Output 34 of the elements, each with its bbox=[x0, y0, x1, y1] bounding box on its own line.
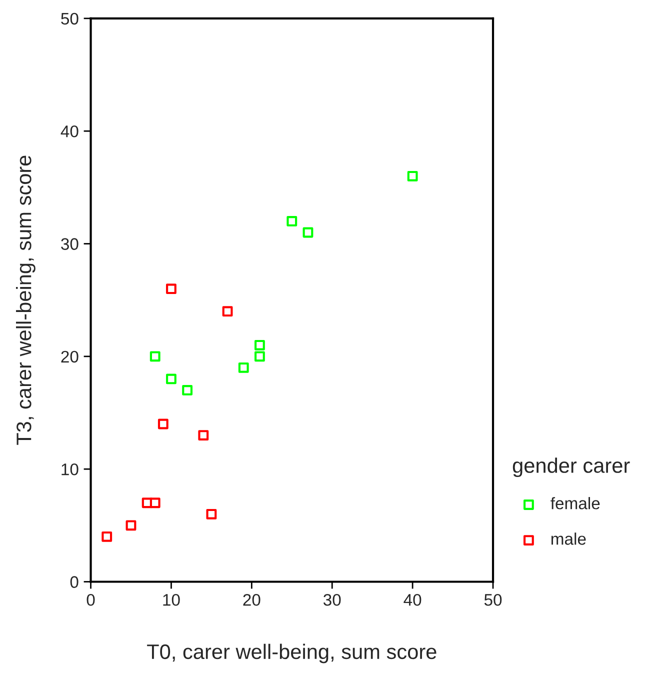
y-tick-label: 40 bbox=[60, 125, 78, 138]
x-tick-label: 40 bbox=[404, 594, 422, 606]
legend-label: female bbox=[550, 497, 600, 510]
y-tick-label: 50 bbox=[61, 12, 78, 25]
y-tick-label: 0 bbox=[70, 576, 78, 588]
x-tick-label: 30 bbox=[323, 594, 341, 606]
point bbox=[238, 362, 249, 373]
point bbox=[254, 340, 265, 350]
point bbox=[150, 498, 160, 508]
x-tick-label: 0 bbox=[86, 594, 95, 606]
point bbox=[407, 170, 418, 182]
y-tick-label: 10 bbox=[62, 463, 78, 476]
point bbox=[158, 418, 168, 430]
y-tick-label: 30 bbox=[61, 238, 78, 250]
y-axis-title: T3, carer well-being, sum score bbox=[16, 156, 36, 445]
point bbox=[166, 374, 176, 384]
legend-title: gender carer bbox=[512, 458, 630, 478]
point bbox=[206, 508, 217, 520]
point bbox=[182, 385, 193, 396]
x-tick-label: 20 bbox=[243, 594, 260, 606]
x-axis-title: T0, carer well-being, sum score bbox=[147, 644, 436, 664]
point bbox=[302, 227, 314, 238]
point bbox=[286, 216, 298, 226]
point bbox=[150, 351, 160, 362]
x-tick-label: 50 bbox=[484, 594, 502, 606]
point bbox=[198, 430, 209, 440]
point bbox=[166, 284, 176, 294]
y-tick-label: 20 bbox=[61, 350, 78, 363]
point bbox=[254, 351, 265, 362]
point bbox=[222, 306, 233, 317]
legend-label: male bbox=[551, 532, 586, 545]
point bbox=[102, 531, 112, 542]
point bbox=[126, 520, 136, 531]
x-tick-label: 10 bbox=[163, 594, 180, 606]
